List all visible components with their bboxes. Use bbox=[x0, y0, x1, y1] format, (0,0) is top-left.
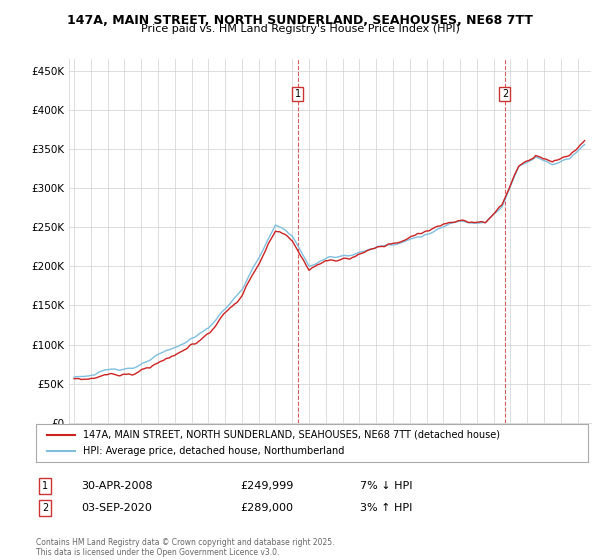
Text: 2: 2 bbox=[42, 503, 48, 513]
Text: 30-APR-2008: 30-APR-2008 bbox=[81, 481, 152, 491]
Text: £249,999: £249,999 bbox=[240, 481, 293, 491]
Text: 7% ↓ HPI: 7% ↓ HPI bbox=[360, 481, 413, 491]
Text: 2: 2 bbox=[502, 89, 508, 99]
Text: 1: 1 bbox=[42, 481, 48, 491]
Text: 3% ↑ HPI: 3% ↑ HPI bbox=[360, 503, 412, 513]
Text: 03-SEP-2020: 03-SEP-2020 bbox=[81, 503, 152, 513]
Text: Price paid vs. HM Land Registry's House Price Index (HPI): Price paid vs. HM Land Registry's House … bbox=[140, 24, 460, 34]
Text: HPI: Average price, detached house, Northumberland: HPI: Average price, detached house, Nort… bbox=[83, 446, 344, 456]
Text: 1: 1 bbox=[295, 89, 301, 99]
Text: 147A, MAIN STREET, NORTH SUNDERLAND, SEAHOUSES, NE68 7TT (detached house): 147A, MAIN STREET, NORTH SUNDERLAND, SEA… bbox=[83, 430, 500, 440]
Text: £289,000: £289,000 bbox=[240, 503, 293, 513]
Text: Contains HM Land Registry data © Crown copyright and database right 2025.
This d: Contains HM Land Registry data © Crown c… bbox=[36, 538, 335, 557]
Text: 147A, MAIN STREET, NORTH SUNDERLAND, SEAHOUSES, NE68 7TT: 147A, MAIN STREET, NORTH SUNDERLAND, SEA… bbox=[67, 14, 533, 27]
